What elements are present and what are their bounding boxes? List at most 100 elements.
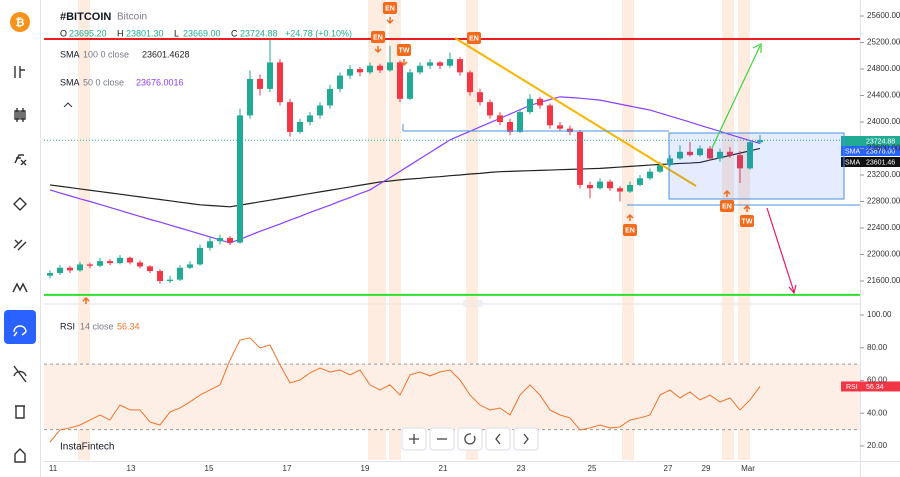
marker-box (467, 32, 481, 44)
candle-body (577, 131, 583, 185)
trend-line (454, 37, 697, 187)
candle-body (707, 148, 713, 159)
tool-icon (13, 325, 27, 337)
candle-body (677, 151, 683, 159)
marker-box (397, 44, 411, 56)
candle-body (547, 105, 553, 126)
price-tag-label: 23724.88 (866, 138, 895, 145)
tool-icon[interactable] (14, 108, 26, 122)
scroll-right[interactable] (513, 427, 539, 451)
tool-icon[interactable] (15, 405, 25, 419)
y-tick-label: 25600.00 (867, 11, 900, 20)
y-tick-label: 24800.00 (867, 64, 900, 73)
marker-arrow (626, 213, 634, 221)
ohlc-key: H (117, 28, 124, 38)
scroll-left[interactable] (485, 427, 511, 451)
candle-body (367, 65, 373, 73)
logo-glyph: ₿ (16, 17, 25, 29)
toolbar-bg (0, 0, 40, 477)
candle-body (717, 151, 723, 159)
y-tick-label: 22800.00 (867, 197, 900, 206)
tool-icon[interactable] (14, 66, 25, 78)
price-tag (841, 146, 900, 156)
zoom-toolbar (401, 427, 539, 451)
candle-body (527, 98, 533, 113)
tool-icon[interactable] (14, 154, 27, 166)
candle-body (297, 122, 303, 132)
marker-label: TW (742, 218, 753, 225)
tool-active[interactable] (4, 310, 36, 344)
candle-body (647, 171, 653, 179)
candle-body (377, 65, 383, 71)
x-tick-label: 19 (361, 464, 370, 473)
candle-body (257, 78, 263, 89)
candle-body (537, 98, 543, 106)
y-tick-label: 24000.00 (867, 117, 900, 126)
y-tick-label: 25200.00 (867, 38, 900, 47)
candle-body (757, 140, 763, 143)
marker-label: EN (385, 5, 395, 12)
y-tick-label: 20.00 (867, 441, 888, 450)
tool-icon[interactable] (13, 197, 27, 211)
tool-icon[interactable] (12, 282, 28, 293)
marker-arrow (82, 296, 90, 304)
candle-body (357, 69, 363, 73)
candle-body (457, 59, 463, 73)
candle-body (347, 69, 353, 76)
price-tag-label: 23676.00 (866, 148, 895, 155)
arrow-up (711, 43, 762, 149)
ohlc-value: 23801.30 (126, 28, 164, 38)
candle-body (187, 264, 193, 268)
watermark: InstaFintech (60, 442, 114, 453)
x-tick-label: 25 (588, 464, 597, 473)
candle-body (317, 105, 323, 116)
ohlc-key: C (231, 28, 238, 38)
toolbar: ₿ (0, 0, 41, 477)
ohlc-key: L (174, 28, 179, 38)
study-name: SMA (60, 49, 80, 59)
overlay-layer: 23724.88 SMA 23676.00 SMA 23601.46 RSI 56.34 EN… (82, 2, 900, 392)
tool-icon[interactable] (13, 365, 27, 383)
candle-body (247, 78, 253, 116)
y-tick-label: 21600.00 (867, 276, 900, 285)
background-layer (44, 0, 860, 460)
x-tick-label: 15 (205, 464, 214, 473)
candle-body (497, 115, 503, 123)
reset-icon (464, 433, 476, 445)
candle-body (137, 262, 143, 267)
marker-arrow (386, 17, 394, 25)
x-tick-label: Mar (741, 464, 755, 473)
ohlc-value: 23724.88 (240, 28, 278, 38)
candle-body (157, 271, 163, 281)
reset[interactable] (457, 427, 483, 451)
study-params: 50 0 close (83, 77, 124, 87)
y-tick-label: 40.00 (867, 408, 888, 417)
arrow-down (766, 207, 797, 295)
left-icon (495, 433, 501, 445)
candle-body (447, 59, 453, 66)
session-band (78, 0, 90, 460)
marker-label: EN (625, 227, 635, 234)
logo[interactable] (10, 12, 30, 32)
marker-box (371, 31, 385, 43)
tool-icon[interactable] (14, 448, 26, 463)
collapse-button[interactable] (63, 102, 73, 108)
candle-body (147, 266, 153, 272)
marker-label: TW (399, 47, 410, 54)
candle-body (517, 112, 523, 132)
x-tick-label: 17 (283, 464, 292, 473)
y-tick-label: 22000.00 (867, 250, 900, 259)
candle-body (87, 264, 93, 266)
candle-body (487, 102, 493, 116)
ohlc-key: O (60, 28, 67, 38)
candle-body (507, 122, 513, 132)
ohlc-change: +24.78 (+0.10%) (285, 28, 352, 38)
marker-label: EN (469, 35, 479, 42)
tool-icon[interactable] (13, 239, 27, 251)
candle-body (337, 75, 343, 89)
candle-body (467, 72, 473, 93)
y-tick-label: 80.00 (867, 343, 888, 352)
y-tick-label: 23200.00 (867, 170, 900, 179)
range-box (668, 132, 845, 200)
